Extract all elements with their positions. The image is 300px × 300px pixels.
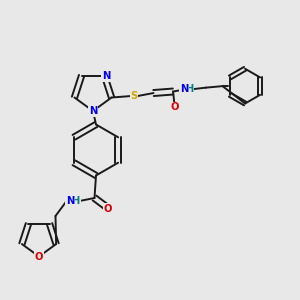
- Text: N: N: [102, 71, 110, 81]
- Text: O: O: [170, 102, 179, 112]
- Text: S: S: [130, 91, 138, 101]
- Text: N: N: [180, 84, 188, 94]
- Text: N: N: [66, 196, 74, 206]
- Text: H: H: [71, 196, 80, 206]
- Text: O: O: [35, 251, 43, 262]
- Text: N: N: [89, 106, 97, 116]
- Text: H: H: [185, 84, 194, 94]
- Text: O: O: [104, 203, 112, 214]
